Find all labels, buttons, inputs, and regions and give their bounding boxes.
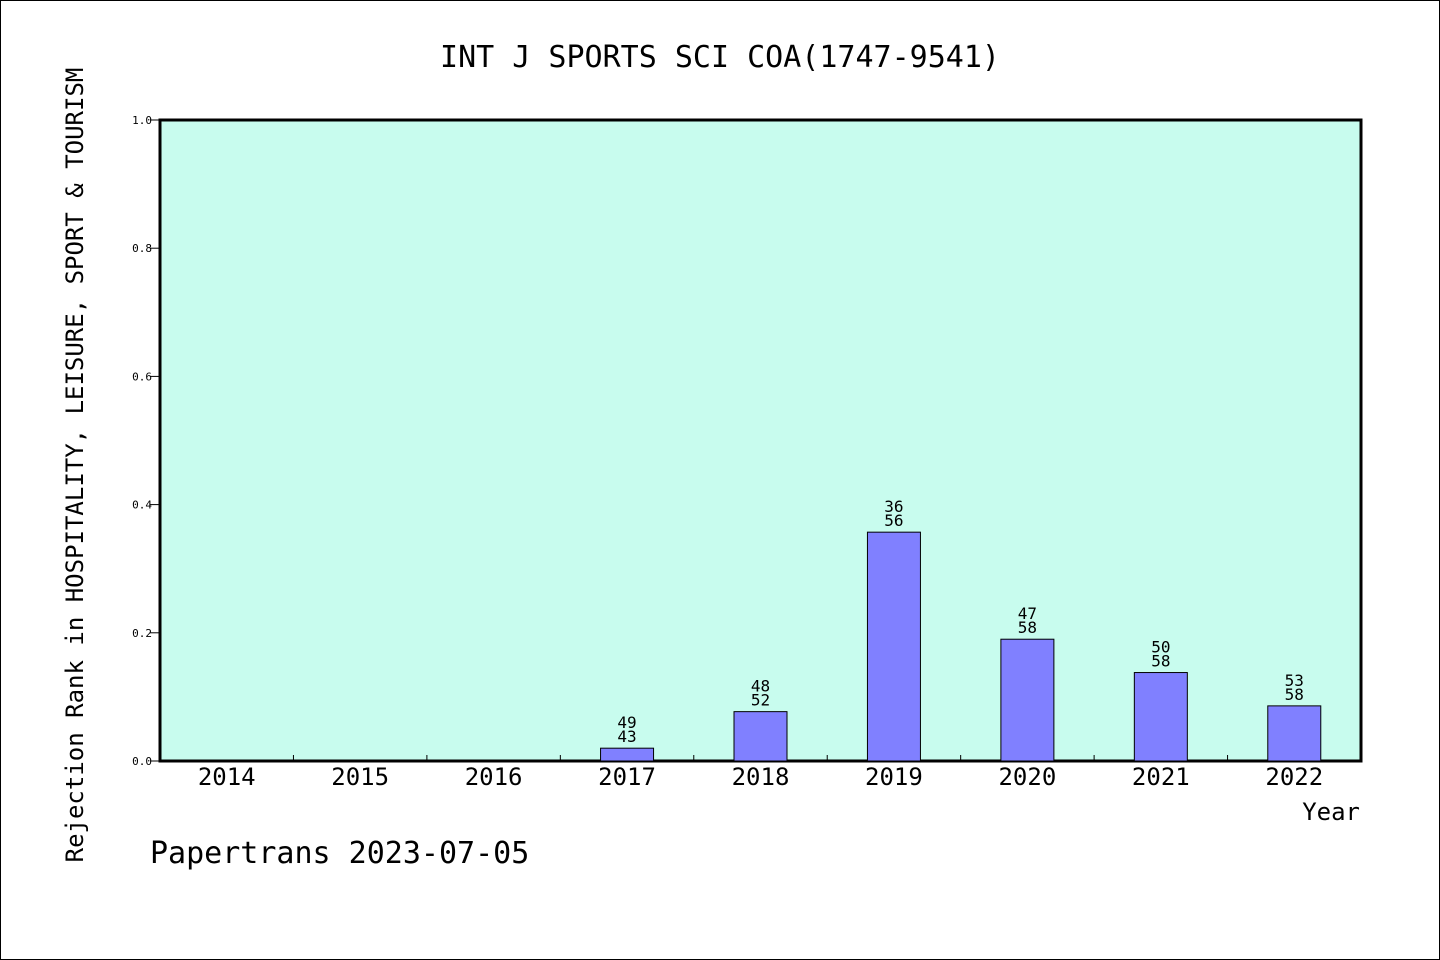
x-tick-label: 2022	[1265, 763, 1323, 791]
x-tick-label: 2020	[998, 763, 1056, 791]
bars	[600, 531, 1322, 762]
bar-label-top: 50	[1151, 638, 1170, 657]
bar-label-bottom: 52	[751, 691, 770, 710]
y-tick-label: 0.0	[132, 755, 152, 768]
y-tick-label: 0.6	[132, 370, 152, 383]
x-tick-label: 2021	[1132, 763, 1190, 791]
plot-area	[158, 118, 1363, 763]
x-tick-label: 2018	[732, 763, 790, 791]
x-axis: 2014 2015 2016 2017 2018 2019 2020 2021 2022	[198, 755, 1323, 791]
bar-label-top: 53	[1285, 671, 1304, 690]
bar-2022	[1267, 705, 1322, 762]
bar-label-bottom: 56	[884, 511, 903, 530]
y-tick-label: 0.8	[132, 242, 152, 255]
bar-label-top: 49	[617, 713, 636, 732]
bar-label-bottom: 43	[617, 727, 636, 746]
x-axis-title: Year	[1302, 798, 1360, 826]
footer-text: Papertrans 2023-07-05	[150, 836, 529, 871]
bar-label-top: 48	[751, 677, 770, 696]
bar-label-bottom: 58	[1151, 652, 1170, 671]
x-tick-label: 2019	[865, 763, 923, 791]
x-tick-label: 2015	[331, 763, 389, 791]
bar-2021	[1133, 672, 1188, 762]
bar-label-bottom: 58	[1018, 618, 1037, 637]
bar-2019	[866, 531, 921, 762]
chart-title: INT J SPORTS SCI COA(1747-9541)	[440, 40, 1000, 75]
bar-label-top: 36	[884, 497, 903, 516]
y-axis-title: Rejection Rank in HOSPITALITY, LEISURE, …	[61, 68, 89, 863]
bar-2020	[1000, 638, 1055, 762]
bar-2018	[733, 711, 788, 762]
y-tick-label: 0.4	[132, 499, 152, 512]
x-tick-label: 2016	[465, 763, 523, 791]
y-tick-label: 1.0	[132, 114, 152, 127]
y-tick-label: 0.2	[132, 627, 152, 640]
x-tick-label: 2014	[198, 763, 256, 791]
bar-label-bottom: 58	[1285, 685, 1304, 704]
y-axis: 0.0 0.2 0.4 0.6 0.8 1.0	[132, 114, 160, 768]
bar-label-top: 47	[1018, 604, 1037, 623]
bar-2017	[600, 747, 655, 762]
x-tick-label: 2017	[598, 763, 656, 791]
